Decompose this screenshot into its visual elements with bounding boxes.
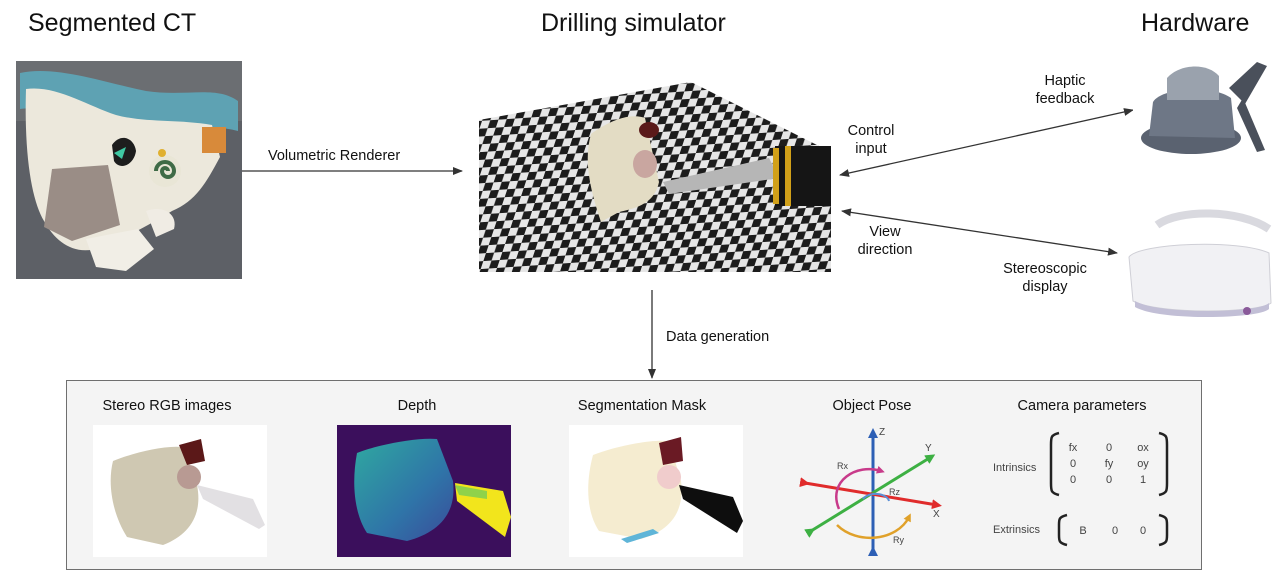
vr-headset-image [1119, 205, 1277, 325]
stereo-rgb-thumbnail [93, 425, 267, 557]
depth-thumbnail [337, 425, 511, 557]
intrinsics-cell: 1 [1140, 474, 1146, 486]
camera-parameters-matrices: Intrinsics fx 0 ox 0 fy oy 0 0 1 Extrinsics B 0 0 [993, 431, 1169, 547]
intrinsics-cell: ox [1137, 442, 1149, 454]
title-depth: Depth [397, 398, 437, 414]
title-object-pose: Object Pose [832, 398, 912, 414]
intrinsics-cell: 0 [1106, 474, 1112, 486]
segmented-ct-image [16, 61, 242, 279]
label-ry: Ry [893, 535, 904, 545]
segmentation-mask-thumbnail [569, 425, 743, 557]
title-segmented-ct: Segmented CT [28, 9, 197, 37]
label-haptic-feedback: Haptic feedback [1035, 73, 1095, 107]
arrow-stereoscopic [841, 208, 1118, 256]
extrinsics-cell: B [1079, 525, 1086, 537]
label-x: X [933, 509, 940, 520]
rx-arc [835, 465, 885, 510]
connector-arrows [242, 108, 1134, 379]
haptic-device-image [1133, 58, 1277, 160]
intrinsics-cell: fy [1105, 458, 1114, 470]
label-control-input: Control input [847, 123, 895, 157]
drilling-simulator-image [479, 82, 831, 272]
intrinsics-cell: 0 [1070, 474, 1076, 486]
label-rx: Rx [837, 461, 848, 471]
title-camera-parameters: Camera parameters [1017, 398, 1147, 414]
label-stereoscopic-display: Stereoscopic display [1003, 261, 1087, 295]
title-stereo-rgb: Stereo RGB images [102, 398, 232, 414]
label-rz: Rz [889, 487, 900, 497]
title-segmentation-mask: Segmentation Mask [577, 398, 707, 414]
extrinsics-matrix: B 0 0 [1079, 525, 1146, 537]
title-drilling-simulator: Drilling simulator [541, 9, 726, 37]
extrinsics-label: Extrinsics [993, 524, 1041, 536]
intrinsics-cell: 0 [1070, 458, 1076, 470]
extrinsics-cell: 0 [1140, 525, 1146, 537]
intrinsics-label: Intrinsics [993, 462, 1037, 474]
title-hardware: Hardware [1141, 9, 1250, 37]
label-z: Z [879, 427, 885, 438]
intrinsics-cell: 0 [1106, 442, 1112, 454]
object-pose-axes: Z Y X Rx Ry Rz [799, 427, 942, 556]
intrinsics-cell: fx [1069, 442, 1078, 454]
label-volumetric-renderer: Volumetric Renderer [268, 148, 401, 164]
ry-arc [836, 513, 911, 539]
arrow-haptic [839, 108, 1134, 177]
extrinsics-cell: 0 [1112, 525, 1118, 537]
label-view-direction: View direction [857, 224, 913, 258]
label-data-generation: Data generation [666, 329, 770, 345]
intrinsics-matrix: fx 0 ox 0 fy oy 0 0 1 [1069, 442, 1150, 486]
label-y: Y [925, 443, 932, 454]
outputs-panel: Stereo RGB images Depth Segmentation Mas… [66, 380, 1202, 570]
intrinsics-cell: oy [1137, 458, 1149, 470]
rz-arc [862, 493, 890, 502]
